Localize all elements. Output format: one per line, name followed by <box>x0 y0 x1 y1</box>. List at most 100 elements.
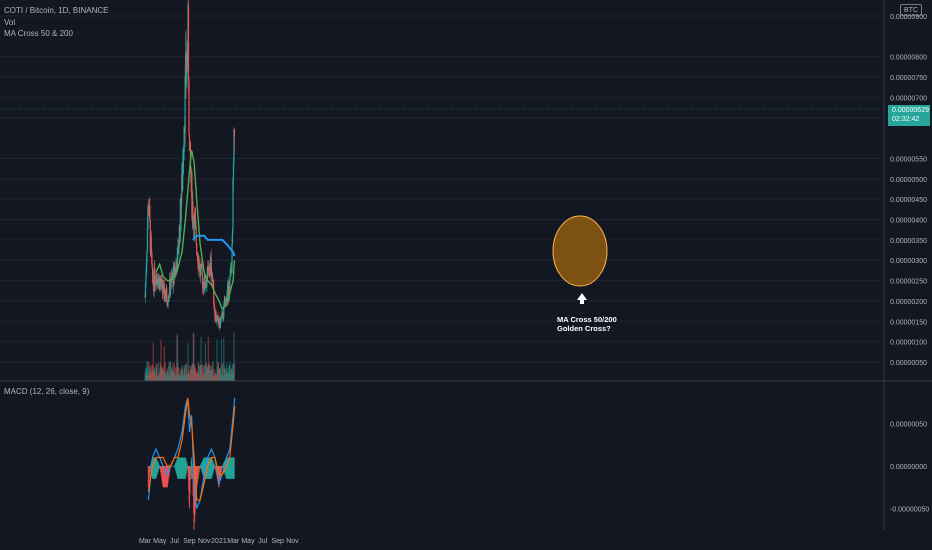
volume-bar <box>228 364 230 381</box>
volume-bar <box>209 372 211 381</box>
volume-bar <box>165 371 167 381</box>
golden-cross-highlight <box>552 215 608 287</box>
volume-bar <box>144 367 147 381</box>
volume-bar <box>215 376 217 381</box>
ma-50-line <box>155 150 236 311</box>
time-tick-label: Sep <box>183 538 196 545</box>
volume-bar <box>225 373 227 381</box>
volume-bar <box>171 367 174 381</box>
volume-bar <box>150 369 152 381</box>
candle-body <box>165 297 167 301</box>
ma-cross-legend[interactable]: MA Cross 50 & 200 <box>4 29 73 38</box>
candle-body <box>233 129 236 138</box>
candle-body <box>192 201 194 224</box>
volume-bar <box>190 366 193 381</box>
volume-bar <box>174 374 176 381</box>
volume-bar <box>193 333 195 381</box>
volume-bar <box>204 343 207 381</box>
volume-bars <box>144 332 236 381</box>
price-tick-label: 0.00000050 <box>890 360 927 367</box>
volume-bar <box>195 372 197 381</box>
volume-bar <box>157 362 160 381</box>
volume-bar <box>198 375 200 381</box>
volume-bar <box>201 373 203 381</box>
volume-bar <box>163 366 165 381</box>
volume-bar <box>198 362 200 381</box>
candle-body <box>209 262 211 275</box>
currency-badge[interactable]: BTC <box>900 4 922 16</box>
volume-bar <box>158 375 160 381</box>
candle-body <box>150 236 152 251</box>
volume-bar <box>202 366 205 381</box>
volume-bar <box>167 370 169 381</box>
price-tick-label: 0.00000250 <box>890 279 927 286</box>
volume-bar <box>164 374 166 381</box>
volume-bar <box>210 365 212 381</box>
volume-bar <box>226 371 228 381</box>
volume-bar <box>148 367 150 381</box>
candle-body <box>200 264 202 269</box>
candle-body <box>170 287 172 295</box>
volume-bar <box>178 375 180 381</box>
volume-bar <box>220 339 222 381</box>
volume-bar <box>217 363 220 381</box>
volume-bar <box>196 374 198 381</box>
volume-bar <box>199 364 201 381</box>
candle-body <box>178 246 180 254</box>
volume-legend[interactable]: Vol <box>4 18 16 27</box>
volume-bar <box>177 362 179 381</box>
candle-body <box>204 275 206 288</box>
volume-bar <box>203 372 205 381</box>
volume-bar <box>151 365 153 381</box>
volume-bar <box>199 365 201 381</box>
volume-bar <box>168 365 170 381</box>
candle-body <box>216 316 218 322</box>
volume-bar <box>183 365 185 381</box>
volume-bar <box>215 374 218 381</box>
candle-body <box>228 281 231 296</box>
candle-body <box>214 306 216 314</box>
volume-bar <box>150 372 152 381</box>
volume-bar <box>233 362 236 381</box>
volume-bar <box>163 346 165 381</box>
candle-body <box>187 4 190 80</box>
macd-legend[interactable]: MACD (12, 26, close, 9) <box>4 387 90 396</box>
candle-body <box>232 161 235 180</box>
candle-body <box>144 296 146 298</box>
volume-bar <box>159 362 162 381</box>
candle-body <box>162 285 164 295</box>
volume-bar <box>166 368 168 381</box>
volume-bar <box>170 362 172 381</box>
up-arrow-icon <box>577 293 587 304</box>
candle-body <box>215 312 217 321</box>
candle-body <box>217 315 219 318</box>
macd-tick-label: 0.00000000 <box>890 464 927 471</box>
candle-body <box>182 160 184 165</box>
candle-body <box>197 252 199 262</box>
candle-body <box>224 300 226 306</box>
candle-body <box>221 313 223 317</box>
volume-bar <box>220 374 222 381</box>
volume-bar <box>145 368 148 381</box>
price-tick-label: 0.00000750 <box>890 75 927 82</box>
volume-bar <box>232 373 234 381</box>
volume-bar <box>155 363 157 381</box>
volume-bar <box>216 366 219 381</box>
volume-bar <box>149 373 151 381</box>
volume-bar <box>154 372 156 381</box>
volume-bar <box>191 368 193 381</box>
volume-bar <box>214 369 216 381</box>
candle-body <box>167 300 169 303</box>
volume-bar <box>204 374 206 381</box>
annotation-line-2: Golden Cross? <box>557 324 611 333</box>
candle-body <box>229 269 232 275</box>
volume-bar <box>162 371 164 381</box>
symbol-title[interactable]: COTI / Bitcoin, 1D, BINANCE <box>4 6 109 15</box>
macd-histogram-bar <box>189 466 192 481</box>
macd-tick-label: 0.00000050 <box>890 422 927 429</box>
candle-body <box>204 286 207 288</box>
last-price-tag: 0.00000629 02:32:42 <box>888 105 930 126</box>
volume-bar <box>197 361 199 381</box>
candle-body <box>168 295 170 297</box>
